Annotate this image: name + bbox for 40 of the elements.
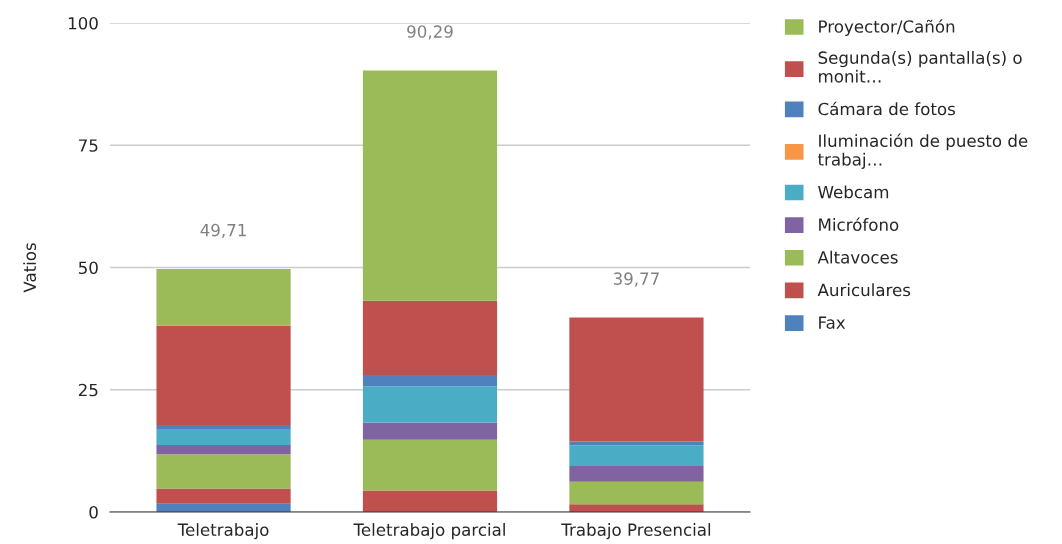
total-label: 90,29	[407, 25, 453, 40]
y-axis-title: Vatios	[23, 243, 37, 293]
x-tick-label: Trabajo Presencial	[561, 523, 711, 540]
total-label: 49,71	[200, 223, 246, 239]
legend-label: Auriculares	[817, 283, 911, 297]
legend-label: Micrófono	[819, 217, 899, 231]
x-tick-label: Teletrabajo	[177, 523, 269, 540]
y-tick-label: 75	[79, 139, 98, 152]
bar	[569, 317, 704, 442]
legend-label: Proyector/Cañón	[819, 19, 955, 37]
bar	[362, 490, 498, 512]
y-tick-label: 100	[68, 16, 98, 30]
bar	[362, 70, 498, 301]
bar	[569, 504, 704, 512]
y-tick-label: 25	[78, 383, 98, 397]
bar	[156, 268, 291, 326]
y-tick-label: 50	[78, 261, 98, 275]
total-label: 39,77	[613, 272, 659, 287]
legend-label: Webcam	[818, 185, 889, 199]
legend-label: Altavoces	[817, 250, 898, 264]
bar	[362, 439, 498, 491]
bar	[362, 375, 498, 387]
bar	[156, 445, 291, 455]
bar	[156, 429, 291, 446]
bar	[362, 300, 498, 376]
y-tick-label: 0	[89, 505, 98, 519]
bar	[569, 466, 704, 482]
bar	[156, 424, 291, 430]
bar	[156, 325, 291, 425]
legend-label: Cámara de fotos	[818, 101, 955, 116]
legend-label: Segunda(s) pantalla(s) o monit…	[818, 51, 1022, 83]
bar	[362, 386, 498, 423]
legend-label: Iluminación de puesto de trabaj…	[817, 133, 1028, 169]
bar	[362, 422, 498, 440]
x-tick-label: Teletrabajo parcial	[353, 523, 505, 540]
bar	[569, 445, 704, 467]
bar	[156, 488, 291, 504]
legend-label: Fax	[819, 316, 846, 329]
bar	[569, 481, 704, 505]
bar	[156, 454, 291, 489]
